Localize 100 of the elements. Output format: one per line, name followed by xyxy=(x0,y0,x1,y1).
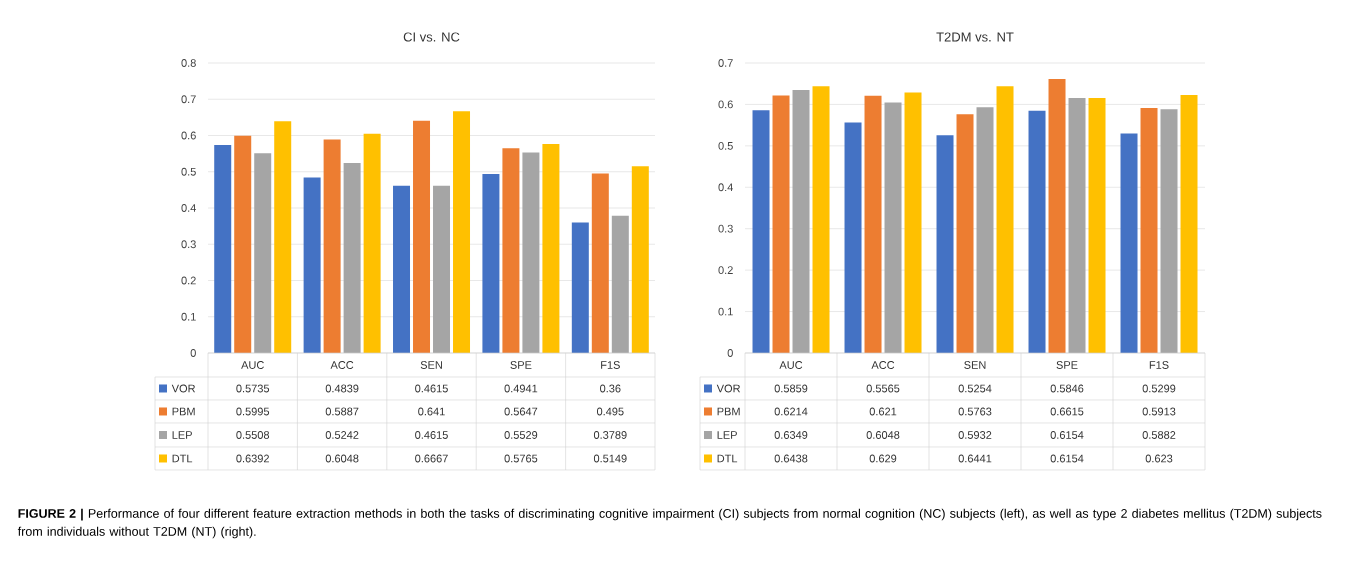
bar xyxy=(611,215,629,353)
y-tick-label: 0 xyxy=(190,349,196,357)
data-label: 0.5763 xyxy=(958,407,992,416)
data-label: 0.6154 xyxy=(1050,431,1084,439)
data-label: 0.3789 xyxy=(593,431,627,439)
x-tick-label: F1S xyxy=(601,361,620,369)
bar xyxy=(1068,98,1086,353)
bar xyxy=(254,153,272,353)
bar xyxy=(482,173,500,353)
y-tick-label: 0.7 xyxy=(718,59,733,67)
y-tick-label: 0.5 xyxy=(718,141,733,150)
y-tick-label: 0.7 xyxy=(181,95,196,104)
x-tick-label: ACC xyxy=(871,361,895,369)
data-label: 0.5242 xyxy=(325,431,359,439)
bar xyxy=(323,139,341,353)
y-tick-label: 0.2 xyxy=(718,266,733,275)
bar xyxy=(936,135,954,353)
bar xyxy=(502,148,520,353)
data-label: 0.6048 xyxy=(325,454,359,463)
y-tick-label: 0.1 xyxy=(181,312,196,321)
x-tick-label: AUC xyxy=(241,361,264,369)
data-label: 0.36 xyxy=(600,384,621,393)
bar xyxy=(631,166,649,353)
text: FIGURE 2 | Performance of four different feature extraction methods in both the tasks of discriminating cognitive impairment (CI) subjects from normal cognition (NC) subjects (left), as well as type 2 diabetes mellitus (T2DM) subjects from individuals without T2DM (NT) (right). xyxy=(17,508,1322,539)
y-tick-label: 0.1 xyxy=(718,307,733,316)
legend-label: DTL xyxy=(172,454,193,463)
data-label: 0.5508 xyxy=(236,431,270,439)
bar xyxy=(393,185,411,353)
y-tick-label: 0.5 xyxy=(181,167,196,176)
data-label: 0.6667 xyxy=(415,454,448,463)
bar xyxy=(433,185,451,353)
data-label: 0.6438 xyxy=(774,454,808,463)
bar xyxy=(1160,109,1178,353)
bar xyxy=(522,152,540,353)
bar xyxy=(1048,78,1066,353)
data-label: 0.5735 xyxy=(236,384,270,393)
y-tick-label: 0.3 xyxy=(718,224,733,233)
data-label: 0.6392 xyxy=(236,454,269,463)
bar xyxy=(1180,94,1198,353)
x-tick-label: ACC xyxy=(330,361,354,369)
x-tick-label: AUC xyxy=(779,361,803,369)
chart-title: CI vs. NC xyxy=(403,32,460,42)
legend-label: VOR xyxy=(171,384,196,393)
data-label: 0.5932 xyxy=(958,431,992,439)
x-tick-label: F1S xyxy=(1149,361,1169,369)
data-label: 0.6214 xyxy=(774,407,808,416)
data-label: 0.641 xyxy=(418,407,445,416)
bar xyxy=(752,110,770,353)
data-label: 0.6441 xyxy=(958,454,992,463)
bar xyxy=(214,145,232,353)
data-label: 0.5859 xyxy=(774,384,808,393)
y-tick-label: 0.4 xyxy=(181,204,196,212)
bar xyxy=(453,111,471,353)
legend-label: PBM xyxy=(717,407,740,416)
y-tick-label: 0.4 xyxy=(718,183,733,192)
bar xyxy=(413,120,431,353)
data-label: 0.629 xyxy=(869,454,897,463)
bar xyxy=(904,92,922,353)
y-tick-label: 0.2 xyxy=(181,276,196,285)
bar xyxy=(343,162,361,353)
bar xyxy=(884,102,902,353)
legend-label: LEP xyxy=(717,431,737,439)
y-tick-label: 0.3 xyxy=(181,240,196,249)
y-tick-label: 0 xyxy=(727,349,733,357)
data-label: 0.5995 xyxy=(236,407,270,416)
legend-label: LEP xyxy=(172,431,192,439)
bar xyxy=(234,135,252,353)
data-label: 0.5765 xyxy=(504,454,538,463)
legend-label: DTL xyxy=(717,454,738,463)
data-label: 0.5647 xyxy=(504,407,538,416)
data-label: 0.5887 xyxy=(325,407,359,416)
bar xyxy=(1028,110,1046,353)
data-label: 0.623 xyxy=(1145,454,1173,463)
bar xyxy=(976,107,994,353)
bar xyxy=(363,133,381,353)
data-label: 0.495 xyxy=(596,407,624,416)
bar xyxy=(542,144,560,353)
bar xyxy=(1088,98,1106,353)
y-tick-label: 0.8 xyxy=(181,59,196,67)
bar xyxy=(844,122,862,353)
bar xyxy=(571,222,589,353)
data-label: 0.4941 xyxy=(504,384,538,393)
bar xyxy=(996,86,1014,353)
bar xyxy=(1140,108,1158,353)
legend-label: PBM xyxy=(172,407,195,416)
data-label: 0.621 xyxy=(869,407,897,416)
data-label: 0.6615 xyxy=(1050,407,1084,416)
x-tick-label: SEN xyxy=(420,361,442,369)
data-label: 0.5299 xyxy=(1142,384,1176,393)
bar xyxy=(864,95,882,353)
data-label: 0.5529 xyxy=(504,431,538,439)
x-tick-label: SPE xyxy=(1056,361,1078,369)
chart-title: T2DM vs. NT xyxy=(936,32,1014,42)
data-label: 0.6349 xyxy=(774,431,808,439)
y-tick-label: 0.6 xyxy=(181,131,196,140)
data-label: 0.5913 xyxy=(1142,407,1176,416)
data-label: 0.6154 xyxy=(1050,454,1084,463)
data-label: 0.4615 xyxy=(415,431,448,439)
x-tick-label: SPE xyxy=(510,361,532,369)
data-label: 0.5565 xyxy=(866,384,900,393)
